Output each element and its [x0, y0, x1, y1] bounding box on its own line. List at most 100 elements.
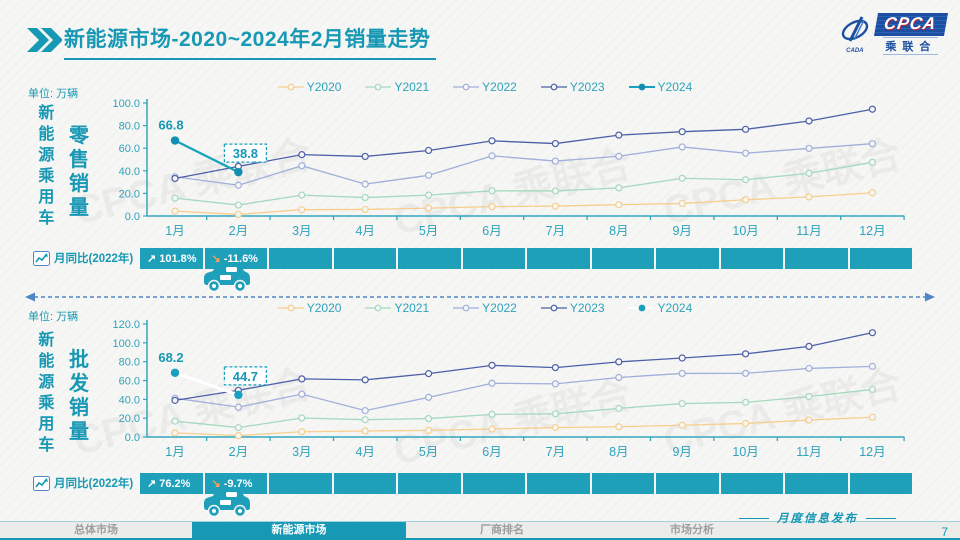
svg-text:1月: 1月 — [165, 445, 184, 459]
svg-text:6月: 6月 — [482, 224, 501, 238]
page-number: 7 — [941, 525, 948, 539]
yoy-value: 101.8% — [159, 252, 197, 265]
svg-text:100.0: 100.0 — [112, 338, 140, 350]
cpca-chinese-name: 乘联合 — [883, 37, 939, 55]
svg-text:0.0: 0.0 — [125, 211, 140, 223]
trend-chart-icon — [33, 250, 50, 266]
yoy-label-wholesale: 月同比(2022年) — [33, 475, 133, 491]
yoy-cell-7月 — [527, 473, 590, 494]
yoy-cell-5月 — [398, 248, 461, 269]
svg-text:7月: 7月 — [546, 445, 565, 459]
yoy-value: 76.2% — [159, 477, 191, 490]
yoy-label-retail: 月同比(2022年) — [33, 250, 133, 266]
yoy-cell-8月 — [591, 473, 654, 494]
svg-text:11月: 11月 — [796, 224, 821, 238]
decorative-line — [866, 517, 896, 519]
yoy-cell-9月 — [656, 248, 719, 269]
svg-text:44.7: 44.7 — [233, 369, 258, 384]
publication-text: 月度信息发布 — [777, 511, 858, 525]
legend-item-y2020: Y2020 — [277, 80, 341, 94]
yoy-row-wholesale: ↗ 76.2% ↘ -9.7% — [140, 473, 912, 494]
yoy-cell-2月: ↘ -9.7% — [204, 473, 267, 494]
svg-text:20.0: 20.0 — [119, 413, 140, 425]
car-icon — [203, 487, 251, 523]
cpca-wordmark: CPCA — [873, 13, 949, 36]
tab-market-analysis[interactable]: 市场分析 — [670, 524, 714, 536]
svg-text:80.0: 80.0 — [119, 121, 140, 133]
yoy-cell-11月 — [785, 248, 848, 269]
tab-oem-ranking[interactable]: 厂商排名 — [480, 524, 524, 536]
group-label-wholesale: 新能源乘用车 — [38, 332, 55, 454]
svg-text:10月: 10月 — [732, 224, 758, 238]
svg-text:38.8: 38.8 — [233, 146, 258, 161]
publication-label: 月度信息发布 — [739, 510, 896, 526]
yoy-cell-9月 — [656, 473, 719, 494]
legend-item-y2020: Y2020 — [277, 301, 341, 315]
svg-text:80.0: 80.0 — [119, 357, 140, 369]
svg-text:11月: 11月 — [796, 445, 821, 459]
svg-text:9月: 9月 — [672, 445, 691, 459]
yoy-cell-6月 — [462, 248, 525, 269]
yoy-label-text: 月同比(2022年) — [54, 253, 134, 265]
svg-text:8月: 8月 — [609, 445, 628, 459]
yoy-cell-8月 — [591, 248, 654, 269]
svg-text:8月: 8月 — [609, 224, 628, 238]
legend-retail: Y2020 Y2021 Y2022 Y2023 Y2024 — [100, 80, 870, 94]
yoy-cell-12月 — [849, 248, 912, 269]
decorative-line — [739, 517, 769, 519]
legend-item-y2022: Y2022 — [453, 301, 517, 315]
svg-text:3月: 3月 — [292, 224, 311, 238]
up-trend-icon: ↗ — [147, 478, 157, 490]
divider-arrow — [24, 290, 936, 308]
svg-text:9月: 9月 — [672, 224, 691, 238]
bottom-accent-line — [0, 538, 960, 540]
yoy-value: -11.6% — [223, 252, 258, 265]
footer-nav: 总体市场 新能源市场 厂商排名 市场分析 — [0, 521, 960, 538]
yoy-cell-4月 — [333, 473, 396, 494]
yoy-cell-5月 — [398, 473, 461, 494]
tab-nev-market[interactable]: 新能源市场 — [192, 522, 406, 538]
svg-text:120.0: 120.0 — [112, 319, 140, 331]
down-trend-icon: ↘ — [211, 253, 221, 265]
svg-text:60.0: 60.0 — [119, 376, 140, 388]
group-label-retail: 新能源乘用车 — [38, 105, 55, 227]
svg-text:2月: 2月 — [229, 224, 248, 238]
retail-line-chart: 100.0 80.0 60.0 40.0 20.0 0.0 1月 2月 3月 4月 5月 6月 7月 8月… — [112, 98, 905, 238]
cpca-logo: CADA CPCA 乘联合 — [837, 13, 949, 55]
cada-logo-icon: CADA — [837, 14, 873, 54]
svg-text:0.0: 0.0 — [125, 432, 140, 444]
svg-text:66.8: 66.8 — [158, 118, 183, 133]
yoy-cell-6月 — [462, 473, 525, 494]
svg-text:3月: 3月 — [292, 445, 311, 459]
svg-text:20.0: 20.0 — [119, 188, 140, 200]
legend-item-y2024: Y2024 — [628, 301, 692, 315]
legend-wholesale: Y2020 Y2021 Y2022 Y2023 Y2024 — [100, 301, 870, 315]
wholesale-line-chart: 120.0 100.0 80.0 60.0 40.0 20.0 0.0 1月 2月 3月 4月 5月 6… — [112, 319, 905, 459]
up-trend-icon: ↗ — [147, 253, 157, 265]
unit-label: 单位: 万辆 — [28, 311, 79, 323]
legend-item-y2021: Y2021 — [365, 80, 429, 94]
yoy-cell-12月 — [849, 473, 912, 494]
cada-text: CADA — [846, 48, 864, 54]
axis-title-wholesale: 批发销量 — [69, 349, 89, 443]
yoy-cell-11月 — [785, 473, 848, 494]
tab-overall-market[interactable]: 总体市场 — [74, 524, 118, 536]
svg-text:100.0: 100.0 — [112, 98, 140, 110]
svg-text:5月: 5月 — [419, 445, 438, 459]
svg-text:40.0: 40.0 — [119, 166, 140, 178]
axis-title-retail: 零售销量 — [69, 125, 89, 219]
legend-item-y2024: Y2024 — [628, 80, 692, 94]
double-chevron-icon — [26, 27, 62, 58]
yoy-cell-4月 — [333, 248, 396, 269]
svg-text:12月: 12月 — [859, 445, 885, 459]
yoy-row-retail: ↗ 101.8% ↘ -11.6% — [140, 248, 912, 269]
yoy-cell-3月 — [269, 473, 332, 494]
trend-chart-icon — [33, 475, 50, 491]
svg-text:4月: 4月 — [355, 445, 374, 459]
yoy-label-text: 月同比(2022年) — [54, 478, 134, 490]
svg-text:12月: 12月 — [859, 224, 885, 238]
legend-item-y2022: Y2022 — [453, 80, 517, 94]
svg-text:68.2: 68.2 — [158, 350, 183, 365]
yoy-cell-10月 — [720, 473, 783, 494]
